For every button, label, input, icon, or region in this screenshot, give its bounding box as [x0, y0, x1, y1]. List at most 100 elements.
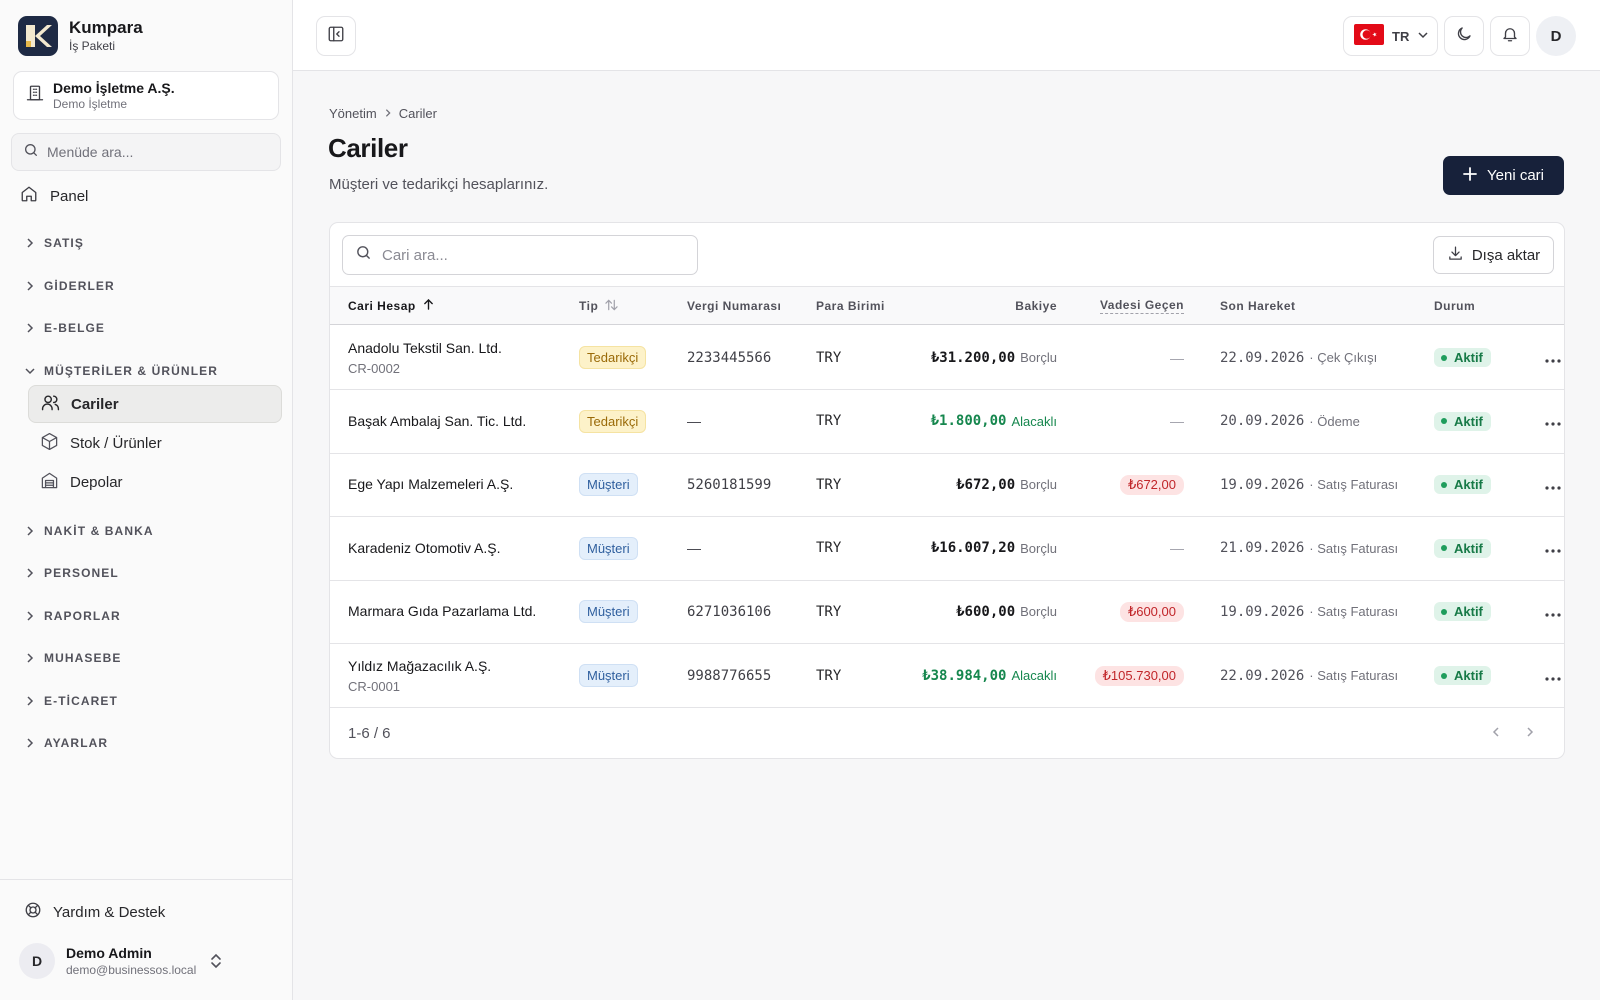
table-row[interactable]: Karadeniz Otomotiv A.Ş. Müşteri — TRY ₺1…	[330, 517, 1564, 581]
breadcrumb-parent[interactable]: Yönetim	[329, 106, 377, 121]
section-personel[interactable]: PERSONEL	[24, 563, 119, 583]
last-date: 21.09.2026	[1220, 540, 1305, 557]
col-overdue[interactable]: Vadesi Geçen	[1070, 287, 1184, 325]
col-account[interactable]: Cari Hesap	[348, 287, 434, 325]
menu-search-input[interactable]	[47, 144, 267, 160]
status-dot	[1441, 354, 1447, 361]
table-header: Cari Hesap Tip Vergi Numarası Para Birim…	[330, 287, 1564, 325]
tax-no: 9988776655	[687, 667, 772, 684]
col-status-label: Durum	[1434, 299, 1476, 313]
last-activity-cell: 19.09.2026 · Satış Faturası	[1220, 453, 1398, 516]
chevron-right-icon	[27, 653, 34, 663]
brand[interactable]: Kumpara İş Paketi	[18, 16, 143, 56]
overdue-value: —	[1170, 540, 1184, 557]
user-menu[interactable]: D Demo Admin demo@businessos.local	[19, 943, 229, 979]
tax-no: —	[687, 540, 701, 557]
sort-icon	[605, 299, 618, 314]
row-actions-button[interactable]	[1541, 644, 1564, 707]
user-avatar-button[interactable]: D	[1536, 16, 1576, 56]
more-horizontal-icon	[1545, 540, 1561, 556]
help-link[interactable]: Yardım & Destek	[24, 901, 165, 923]
status-badge: Aktif	[1434, 475, 1491, 495]
table-row[interactable]: Ege Yapı Malzemeleri A.Ş. Müşteri 526018…	[330, 453, 1564, 518]
row-actions-button[interactable]	[1541, 453, 1564, 516]
account-search-input[interactable]	[382, 246, 682, 264]
theme-toggle-button[interactable]	[1444, 16, 1484, 56]
currency: TRY	[816, 667, 842, 684]
balance-state: Borçlu	[1020, 540, 1057, 556]
notifications-button[interactable]	[1490, 16, 1530, 56]
chevron-right-icon	[1524, 725, 1536, 743]
accounts-table-card: Dışa aktar Cari Hesap Tip Vergi Numarası…	[329, 222, 1565, 759]
balance-state: Alacaklı	[1011, 413, 1057, 429]
export-label: Dışa aktar	[1471, 246, 1541, 264]
more-horizontal-icon	[1545, 668, 1561, 684]
last-activity-cell: 22.09.2026 · Çek Çıkışı	[1220, 326, 1377, 389]
row-actions-button[interactable]	[1541, 517, 1564, 580]
menu-search[interactable]	[11, 133, 281, 171]
org-switcher[interactable]: Demo İşletme A.Ş. Demo İşletme	[13, 71, 279, 120]
plus-icon	[1463, 166, 1477, 185]
sidebar-item-stok[interactable]: Stok / Ürünler	[28, 424, 282, 462]
turkey-flag-icon	[1354, 24, 1384, 48]
chevron-down-icon	[1417, 29, 1429, 44]
export-button[interactable]: Dışa aktar	[1433, 236, 1554, 274]
row-actions-button[interactable]	[1541, 390, 1564, 453]
search-icon	[23, 142, 39, 163]
home-icon	[20, 185, 38, 207]
last-date: 20.09.2026	[1220, 413, 1305, 430]
balance-state: Borçlu	[1020, 477, 1057, 493]
status-label: Aktif	[1454, 540, 1483, 556]
last-kind: · Ödeme	[1309, 413, 1360, 429]
next-page-button[interactable]	[1519, 723, 1541, 745]
currency: TRY	[816, 349, 842, 366]
sidebar-item-depolar[interactable]: Depolar	[28, 463, 282, 501]
org-name: Demo İşletme A.Ş.	[53, 79, 175, 96]
table-row[interactable]: Yıldız Mağazacılık A.Ş. CR-0001 Müşteri …	[330, 644, 1564, 708]
nav-panel[interactable]: Panel	[20, 184, 88, 208]
section-raporlar[interactable]: RAPORLAR	[24, 606, 121, 626]
account-code: CR-0002	[348, 360, 401, 376]
section-label: E-TİCARET	[44, 694, 118, 708]
breadcrumb-current: Cariler	[398, 106, 437, 121]
table-row[interactable]: Başak Ambalaj San. Tic. Ltd. Tedarikçi —…	[330, 390, 1564, 454]
section-giderler[interactable]: GİDERLER	[24, 276, 115, 296]
last-date: 19.09.2026	[1220, 476, 1305, 493]
page-subtitle: Müşteri ve tedarikçi hesaplarınız.	[329, 176, 549, 193]
row-actions-button[interactable]	[1541, 326, 1564, 389]
col-account-label: Cari Hesap	[348, 299, 416, 313]
section-ayarlar[interactable]: AYARLAR	[24, 733, 108, 753]
building-icon	[26, 84, 44, 107]
table-row[interactable]: Anadolu Tekstil San. Ltd. CR-0002 Tedari…	[330, 326, 1564, 390]
lifebuoy-icon	[24, 901, 42, 923]
toggle-sidebar-button[interactable]	[316, 16, 356, 56]
last-activity-cell: 21.09.2026 · Satış Faturası	[1220, 517, 1398, 580]
status-cell: Aktif	[1434, 644, 1491, 707]
status-badge: Aktif	[1434, 538, 1491, 558]
chevron-right-icon	[383, 106, 393, 121]
new-account-button[interactable]: Yeni cari	[1443, 156, 1564, 195]
row-actions-button[interactable]	[1541, 580, 1564, 643]
section-muhasebe[interactable]: MUHASEBE	[24, 648, 121, 668]
status-badge: Aktif	[1434, 411, 1491, 431]
section-musteriler-urunler[interactable]: MÜŞTERİLER & ÜRÜNLER	[24, 361, 218, 381]
col-last-label: Son Hareket	[1220, 299, 1296, 313]
sidebar: Kumpara İş Paketi Demo İşletme A.Ş. Demo…	[0, 0, 293, 1000]
section-e-ticaret[interactable]: E-TİCARET	[24, 691, 118, 711]
section-nakit-banka[interactable]: NAKİT & BANKA	[24, 521, 154, 541]
col-type[interactable]: Tip	[579, 287, 618, 325]
balance-cell: ₺672,00 Borçlu	[890, 453, 1057, 516]
language-selector[interactable]: TR	[1343, 16, 1438, 56]
account-search[interactable]	[342, 235, 698, 275]
section-satis[interactable]: SATIŞ	[24, 233, 84, 253]
sidebar-item-cariler[interactable]: Cariler	[28, 385, 282, 423]
overdue-value: ₺105.730,00	[1094, 665, 1184, 686]
last-kind: · Satış Faturası	[1309, 540, 1399, 556]
prev-page-button[interactable]	[1485, 723, 1507, 745]
last-kind: · Satış Faturası	[1309, 668, 1399, 683]
section-e-belge[interactable]: E-BELGE	[24, 318, 105, 338]
status-badge: Aktif	[1434, 666, 1491, 685]
section-label: RAPORLAR	[44, 609, 121, 623]
more-horizontal-icon	[1545, 477, 1561, 493]
table-row[interactable]: Marmara Gıda Pazarlama Ltd. Müşteri 6271…	[330, 580, 1564, 645]
